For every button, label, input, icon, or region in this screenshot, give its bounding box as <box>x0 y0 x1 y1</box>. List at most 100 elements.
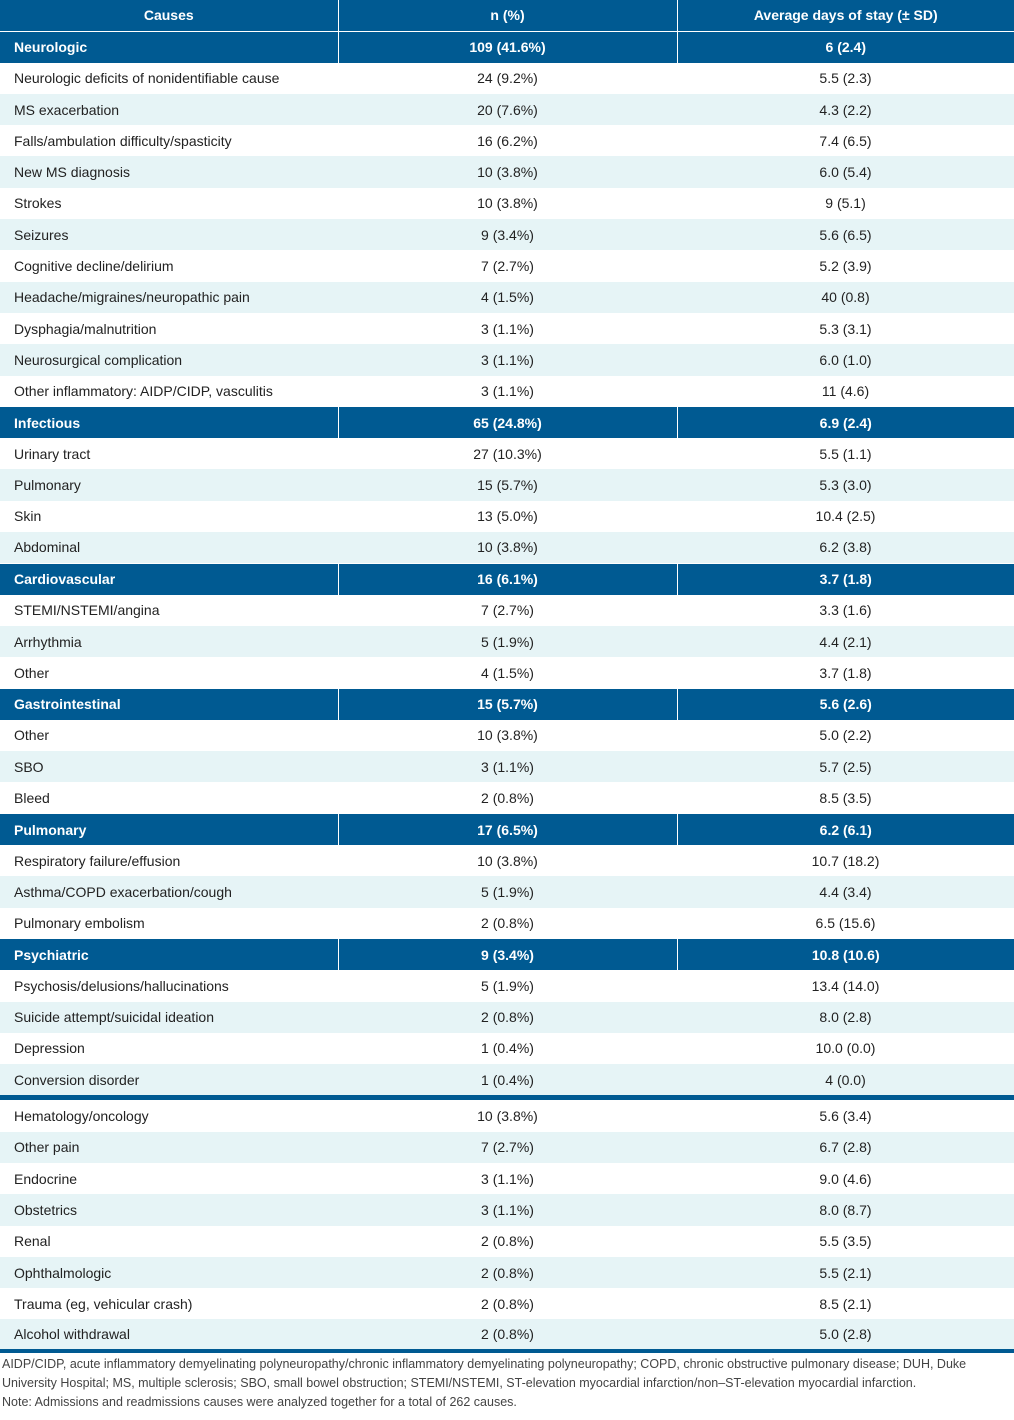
cell-days: 6 (2.4) <box>676 30 1014 63</box>
cell-days: 7.4 (6.5) <box>819 132 872 149</box>
cell-n: 1 (0.4%) <box>338 1064 677 1096</box>
table-row: Alcohol withdrawal 2 (0.8%) 5.0 (2.8) <box>0 1319 1014 1351</box>
cell-n: 1 (0.4%) <box>481 1040 534 1057</box>
table-row: Neurologic deficits of nonidentifiable c… <box>0 63 1014 94</box>
cell-cause: Other inflammatory: AIDP/CIDP, vasculiti… <box>14 382 273 399</box>
cell-cause: Psychiatric <box>0 938 338 971</box>
footnote: AIDP/CIDP, acute inflammatory demyelinat… <box>0 1353 1014 1412</box>
table-row: Pulmonary embolism 2 (0.8%) 6.5 (15.6) <box>0 908 1014 939</box>
cell-cause: Hematology/oncology <box>14 1108 149 1125</box>
table-row: Urinary tract 27 (10.3%) 5.5 (1.1) <box>0 438 1014 469</box>
cell-cause: New MS diagnosis <box>0 156 338 188</box>
table-row: Strokes 10 (3.8%) 9 (5.1) <box>0 188 1014 219</box>
cell-cause: Arrhythmia <box>0 625 338 658</box>
table-row: Suicide attempt/suicidal ideation 2 (0.8%… <box>0 1001 1014 1033</box>
cell-n: 16 (6.1%) <box>337 562 677 595</box>
cell-n: 10 (3.8%) <box>477 727 538 744</box>
cell-n: 4 (1.5%) <box>481 664 534 681</box>
cell-n: 3 (1.1%) <box>481 320 534 337</box>
table-row: Falls/ambulation difficulty/spasticity 16… <box>0 125 1014 156</box>
cell-n: 2 (0.8%) <box>481 789 534 806</box>
cell-days: 3.7 (1.8) <box>819 664 872 681</box>
cell-days: 6.2 (3.8) <box>677 532 1014 564</box>
section-divider <box>0 1095 1014 1101</box>
cell-days: 11 (4.6) <box>821 382 870 399</box>
cell-n: 2 (0.8%) <box>338 1001 677 1033</box>
header-days: Average days of stay (± SD) <box>676 0 1014 32</box>
cell-n: 2 (0.8%) <box>481 1295 534 1312</box>
cell-days: 6.2 (6.1) <box>676 813 1014 846</box>
footnote-note: Note: Admissions and readmissions causes… <box>2 1394 517 1409</box>
cell-cause: Abdominal <box>0 532 338 564</box>
table-row: Respiratory failure/effusion 10 (3.8%) 10.… <box>0 845 1014 876</box>
cell-days: 3.7 (1.8) <box>676 562 1014 595</box>
table-row: Depression 1 (0.4%) 10.0 (0.0) <box>0 1033 1014 1064</box>
cell-cause: Suicide attempt/suicidal ideation <box>0 1001 338 1033</box>
cell-n: 2 (0.8%) <box>481 915 534 931</box>
cell-n: 24 (9.2%) <box>477 70 538 87</box>
cell-cause: Pulmonary embolism <box>14 915 145 931</box>
cell-n: 9 (3.4%) <box>337 938 677 971</box>
cell-cause: Pulmonary <box>0 469 338 501</box>
cell-n: 7 (2.7%) <box>481 602 534 619</box>
cell-days: 5.2 (3.9) <box>819 258 872 275</box>
table-row: Psychosis/delusions/hallucinations 5 (1.9… <box>0 970 1014 1001</box>
group-header-row: Pulmonary 17 (6.5%) 6.2 (6.1) <box>0 813 1014 846</box>
cell-n: 20 (7.6%) <box>338 93 677 126</box>
cell-n: 10 (3.8%) <box>338 532 677 564</box>
table-row: Pulmonary 15 (5.7%) 5.3 (3.0) <box>0 469 1014 501</box>
cell-cause: Infectious <box>0 406 338 439</box>
footnote-abbreviations: AIDP/CIDP, acute inflammatory demyelinat… <box>2 1356 967 1390</box>
table-row: Renal 2 (0.8%) 5.5 (3.5) <box>0 1226 1014 1257</box>
cell-n: 2 (0.8%) <box>338 1319 677 1351</box>
table-header-row: Causes n (%) Average days of stay (± SD) <box>0 0 1014 32</box>
table-row: MS exacerbation 20 (7.6%) 4.3 (2.2) <box>0 93 1014 126</box>
cell-days: 40 (0.8) <box>677 281 1014 313</box>
table-row: SBO 3 (1.1%) 5.7 (2.5) <box>0 751 1014 783</box>
cell-n: 5 (1.9%) <box>481 977 534 994</box>
table-row: Abdominal 10 (3.8%) 6.2 (3.8) <box>0 532 1014 564</box>
cell-n: 17 (6.5%) <box>337 813 677 846</box>
table-row: Cognitive decline/delirium 7 (2.7%) 5.2 (3… <box>0 250 1014 281</box>
table-row: Seizures 9 (3.4%) 5.6 (6.5) <box>0 219 1014 251</box>
cell-n: 109 (41.6%) <box>337 30 677 63</box>
group-header-row: Infectious 65 (24.8%) 6.9 (2.4) <box>0 406 1014 439</box>
header-n: n (%) <box>337 0 677 32</box>
table-row: Other 10 (3.8%) 5.0 (2.2) <box>0 720 1014 751</box>
cell-cause: Neurosurgical complication <box>0 344 338 376</box>
cell-days: 6.5 (15.6) <box>815 915 876 931</box>
cell-n: 2 (0.8%) <box>338 1256 677 1289</box>
cell-cause: Skin <box>14 508 42 525</box>
table-row: Other inflammatory: AIDP/CIDP, vasculiti… <box>0 376 1014 407</box>
table-row: Neurosurgical complication 3 (1.1%) 6.0 (1… <box>0 344 1014 376</box>
cell-n: 2 (0.8%) <box>481 1233 534 1250</box>
cell-days: 5.3 (3.1) <box>819 320 872 337</box>
cell-cause: Endocrine <box>14 1170 78 1187</box>
cell-n: 10 (3.8%) <box>477 1108 538 1125</box>
cell-days: 5.6 (3.4) <box>819 1108 872 1125</box>
cell-cause: SBO <box>0 751 338 783</box>
cell-cause: Pulmonary <box>0 813 338 846</box>
cell-days: 5.0 (2.2) <box>819 727 872 744</box>
group-header-row: Cardiovascular 16 (6.1%) 3.7 (1.8) <box>0 562 1014 595</box>
table-row: Other 4 (1.5%) 3.7 (1.8) <box>0 657 1014 688</box>
table-row: Other pain 7 (2.7%) 6.7 (2.8) <box>0 1131 1014 1163</box>
cell-cause: Asthma/COPD exacerbation/cough <box>0 876 338 908</box>
cell-cause: STEMI/NSTEMI/angina <box>14 602 160 619</box>
cell-cause: Depression <box>14 1040 85 1057</box>
cell-days: 9 (5.1) <box>825 195 866 212</box>
cell-cause: Obstetrics <box>0 1194 338 1226</box>
cell-n: 9 (3.4%) <box>338 219 677 251</box>
table-row: Skin 13 (5.0%) 10.4 (2.5) <box>0 501 1014 532</box>
table-row: Obstetrics 3 (1.1%) 8.0 (8.7) <box>0 1194 1014 1226</box>
cell-cause: Respiratory failure/effusion <box>14 852 181 869</box>
table-row: Conversion disorder 1 (0.4%) 4 (0.0) <box>0 1064 1014 1096</box>
cell-days: 5.5 (2.1) <box>677 1256 1014 1289</box>
table-row: Asthma/COPD exacerbation/cough 5 (1.9%) 4.… <box>0 876 1014 908</box>
cell-cause: Other pain <box>0 1131 338 1163</box>
cell-cause: Neurologic <box>0 30 338 63</box>
causes-table: Causes n (%) Average days of stay (± SD)… <box>0 0 1014 1353</box>
group-header-row: Psychiatric 9 (3.4%) 10.8 (10.6) <box>0 938 1014 971</box>
cell-n: 15 (5.7%) <box>338 469 677 501</box>
cell-cause: Bleed <box>14 789 50 806</box>
